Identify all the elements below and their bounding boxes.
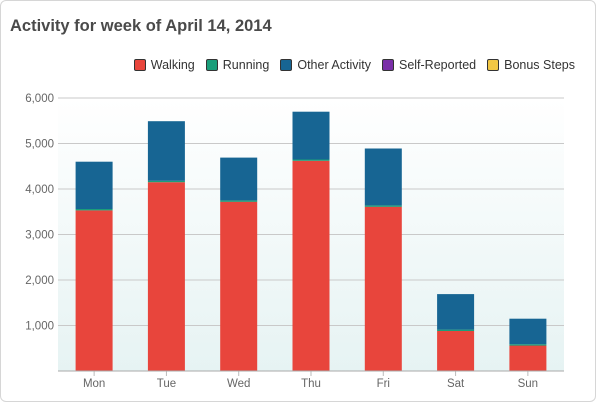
y-tick-label: 2,000 (25, 275, 54, 287)
legend-swatch-walking (133, 59, 146, 71)
bar-running-thu[interactable] (292, 159, 330, 161)
x-tick-label: Tue (157, 378, 176, 390)
bar-walking-wed[interactable] (220, 201, 258, 371)
legend-swatch-bonus-steps (487, 59, 500, 71)
bar-other-activity-fri[interactable] (364, 148, 402, 206)
legend-label-self-reported: Self-Reported (398, 58, 477, 72)
legend-swatch-running (205, 59, 218, 71)
bar-other-activity-thu[interactable] (292, 111, 330, 160)
x-tick-label: Sun (518, 378, 538, 390)
bar-other-activity-sat[interactable] (437, 294, 475, 330)
legend-label-other-activity: Other Activity (297, 58, 371, 72)
bar-running-fri[interactable] (364, 205, 402, 207)
y-tick-label: 1,000 (25, 321, 54, 333)
legend-item-bonus-steps[interactable]: Bonus Steps (487, 58, 575, 72)
x-tick-label: Mon (83, 378, 105, 390)
bar-other-activity-mon[interactable] (75, 161, 113, 209)
y-tick-label: 4,000 (25, 184, 54, 196)
axes: 1,000 2,000 3,000 4,000 5,000 6,000 Mon Tue Wed T… (25, 93, 564, 390)
legend-swatch-other-activity (280, 59, 293, 71)
bar-walking-thu[interactable] (292, 160, 330, 371)
legend-label-walking: Walking (150, 58, 195, 72)
bar-walking-mon[interactable] (75, 210, 113, 371)
bar-walking-sun[interactable] (509, 345, 547, 372)
bar-walking-sat[interactable] (437, 331, 475, 371)
x-tick-label: Wed (227, 378, 250, 390)
legend-item-self-reported[interactable]: Self-Reported (381, 58, 477, 72)
chart-legend: Walking Running Other Activity Self-Repo… (133, 58, 575, 72)
bar-running-wed[interactable] (220, 200, 258, 202)
legend-label-bonus-steps: Bonus Steps (504, 58, 575, 72)
bar-walking-fri[interactable] (364, 206, 402, 371)
y-tick-label: 5,000 (25, 139, 54, 151)
legend-swatch-self-reported (381, 59, 394, 71)
legend-label-running: Running (222, 58, 270, 72)
legend-item-walking[interactable]: Walking (133, 58, 195, 72)
bar-series (75, 111, 547, 372)
bar-walking-tue[interactable] (147, 182, 185, 371)
bar-running-mon[interactable] (75, 209, 113, 211)
bar-other-activity-wed[interactable] (220, 157, 258, 201)
chart-title: Activity for week of April 14, 2014 (10, 17, 272, 35)
bar-running-tue[interactable] (147, 180, 185, 183)
x-tick-label: Fri (377, 378, 390, 390)
y-tick-label: 6,000 (25, 93, 54, 105)
x-tick-label: Sat (447, 378, 465, 390)
x-tick-label: Thu (301, 378, 321, 390)
bar-other-activity-tue[interactable] (147, 121, 185, 181)
legend-item-other-activity[interactable]: Other Activity (280, 58, 371, 72)
bar-running-sat[interactable] (437, 329, 475, 331)
bar-running-sun[interactable] (509, 344, 547, 346)
y-tick-label: 3,000 (25, 230, 54, 242)
legend-item-running[interactable]: Running (205, 58, 270, 72)
bar-other-activity-sun[interactable] (509, 318, 547, 345)
